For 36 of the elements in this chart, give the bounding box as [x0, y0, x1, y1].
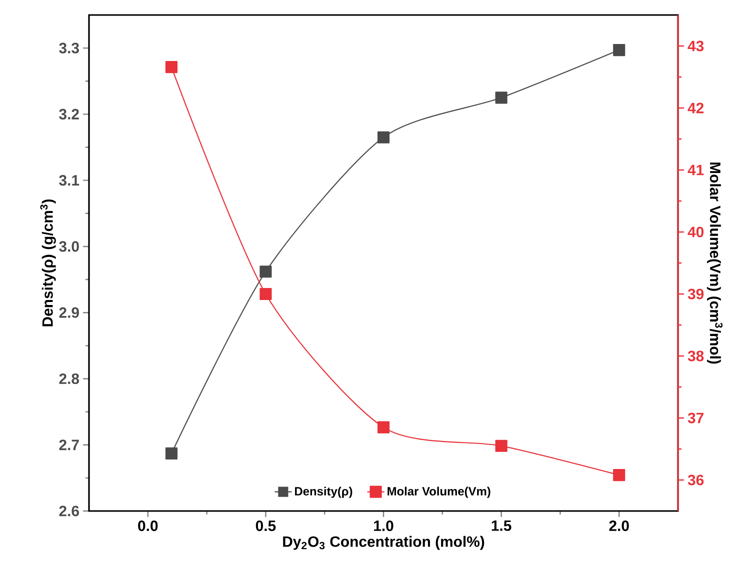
point — [260, 288, 272, 300]
y2-tick-label: 42 — [688, 102, 704, 114]
x-tick-label: 0.5 — [256, 520, 276, 532]
x-axis-title: Dy$_{2}$O$_{3}$ Concentration (mol%) — [283, 536, 484, 550]
y-tick-label: 2.7 — [59, 440, 79, 450]
x-tick-label: 2.0 — [609, 520, 629, 532]
y-tick-label: 3.3 — [59, 42, 79, 54]
y-tick-label: 3.2 — [59, 108, 79, 120]
y2-tick-label: 39 — [688, 288, 704, 300]
y2-tick-label: 37 — [688, 412, 704, 424]
y-tick-label: 2.6 — [59, 506, 79, 516]
y-tick-label: 2.8 — [59, 373, 80, 384]
y-axis-title: Density(ρ) (g/cm$^{3}$) — [40, 200, 56, 326]
point — [377, 131, 390, 144]
x-tick-label: 1.0 — [374, 520, 394, 532]
y2-tick-label: 38 — [688, 350, 704, 362]
point — [613, 469, 626, 482]
legend-label: Density(ρ) — [295, 486, 352, 498]
y2-tick-label: 40 — [688, 226, 704, 238]
point — [495, 92, 508, 104]
y2-tick-label: 41 — [688, 164, 704, 176]
y-tick-label: 2.9 — [59, 307, 79, 318]
y2-tick-label: 36 — [688, 474, 704, 486]
x-tick-label: 0.0 — [138, 520, 158, 532]
y-tick-label: 3.1 — [59, 175, 80, 186]
point — [165, 447, 178, 460]
point — [260, 266, 272, 278]
x-tick-label: 1.5 — [492, 520, 512, 531]
y2-tick-label: 43 — [688, 40, 704, 52]
point — [377, 421, 390, 434]
point — [495, 440, 508, 452]
point — [613, 44, 626, 56]
y-tick-label: 3.0 — [59, 241, 79, 252]
point — [165, 61, 178, 74]
y2-axis-title: Molar Volume(Vm) (cm$^{3}$/mol) — [706, 162, 723, 364]
legend-label: Molar Volume(Vm) — [388, 486, 490, 498]
